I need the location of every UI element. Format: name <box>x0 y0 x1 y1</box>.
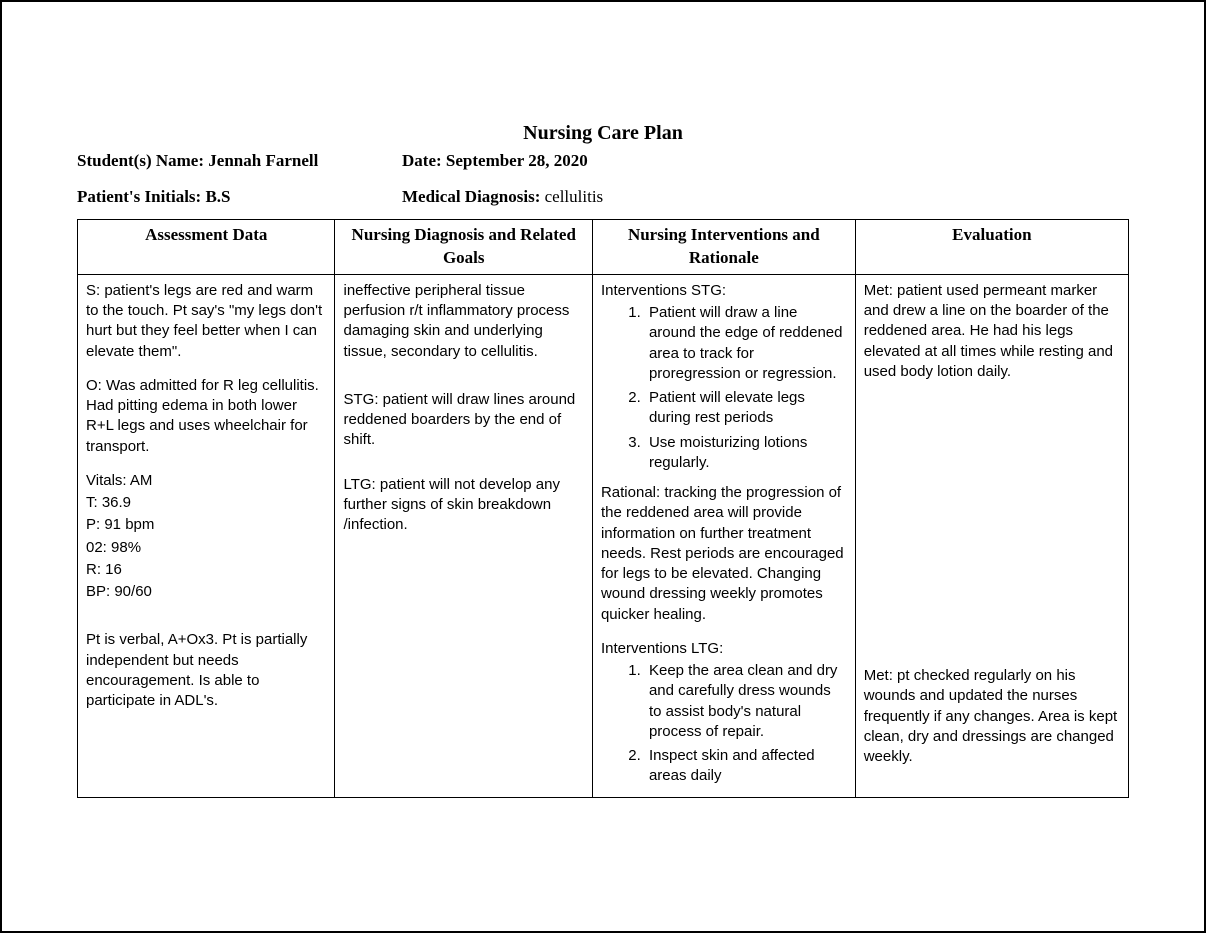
stg-item: Patient will elevate legs during rest pe… <box>645 388 847 429</box>
ltg-item: Keep the area clean and dry and carefull… <box>645 661 847 742</box>
col-header-interventions: Nursing Interventions and Rationale <box>592 220 855 275</box>
vitals-label: Vitals: AM <box>86 471 326 491</box>
col-header-evaluation: Evaluation <box>855 220 1128 275</box>
interventions-rationale: Rational: tracking the progression of th… <box>601 483 847 625</box>
diagnosis-label: Medical Diagnosis: <box>402 187 545 206</box>
assessment-status: Pt is verbal, A+Ox3. Pt is partially ind… <box>86 630 326 711</box>
interventions-stg-label: Interventions STG: <box>601 281 847 301</box>
vitals-bp: BP: 90/60 <box>86 582 326 602</box>
care-plan-table: Assessment Data Nursing Diagnosis and Re… <box>77 219 1129 798</box>
spacer <box>86 616 326 630</box>
stg-item: Use moisturizing lotions regularly. <box>645 433 847 474</box>
spacer <box>77 177 1129 187</box>
date-label: Date: <box>402 151 446 170</box>
diagnosis-ltg: LTG: patient will not develop any furthe… <box>343 475 583 536</box>
cell-assessment: S: patient's legs are red and warm to th… <box>78 274 335 797</box>
table-row: S: patient's legs are red and warm to th… <box>78 274 1129 797</box>
diagnosis-stg: STG: patient will draw lines around redd… <box>343 390 583 451</box>
spacer <box>864 396 1120 666</box>
vitals-p: P: 91 bpm <box>86 515 326 535</box>
diagnosis-field: Medical Diagnosis: cellulitis <box>402 187 1129 207</box>
col-header-diagnosis: Nursing Diagnosis and Related Goals <box>335 220 592 275</box>
initials-value: B.S <box>205 187 230 206</box>
evaluation-met-2: Met: pt checked regularly on his wounds … <box>864 666 1120 767</box>
table-header-row: Assessment Data Nursing Diagnosis and Re… <box>78 220 1129 275</box>
vitals-r: R: 16 <box>86 560 326 580</box>
interventions-stg-list: Patient will draw a line around the edge… <box>601 303 847 473</box>
meta-row-2: Patient's Initials: B.S Medical Diagnosi… <box>77 187 1129 207</box>
vitals-t: T: 36.9 <box>86 493 326 513</box>
student-name-value: Jennah Farnell <box>208 151 318 170</box>
initials-label: Patient's Initials: <box>77 187 205 206</box>
cell-evaluation: Met: patient used permeant marker and dr… <box>855 274 1128 797</box>
date-value: September 28, 2020 <box>446 151 588 170</box>
ltg-item: Inspect skin and affected areas daily <box>645 746 847 787</box>
diagnosis-main: ineffective peripheral tissue perfusion … <box>343 281 583 362</box>
col-header-assessment: Assessment Data <box>78 220 335 275</box>
date-field: Date: September 28, 2020 <box>402 151 1129 171</box>
interventions-ltg-label: Interventions LTG: <box>601 639 847 659</box>
cell-interventions: Interventions STG: Patient will draw a l… <box>592 274 855 797</box>
stg-item: Patient will draw a line around the edge… <box>645 303 847 384</box>
cell-diagnosis: ineffective peripheral tissue perfusion … <box>335 274 592 797</box>
evaluation-met-1: Met: patient used permeant marker and dr… <box>864 281 1120 382</box>
interventions-ltg-list: Keep the area clean and dry and carefull… <box>601 661 847 787</box>
student-name-label: Student(s) Name: <box>77 151 208 170</box>
vitals-o2: 02: 98% <box>86 538 326 558</box>
initials-field: Patient's Initials: B.S <box>77 187 402 207</box>
assessment-subjective: S: patient's legs are red and warm to th… <box>86 281 326 362</box>
diagnosis-value: cellulitis <box>545 187 604 206</box>
document-page: Nursing Care Plan Student(s) Name: Jenna… <box>0 0 1206 933</box>
assessment-objective: O: Was admitted for R leg cellulitis. Ha… <box>86 376 326 457</box>
meta-row-1: Student(s) Name: Jennah Farnell Date: Se… <box>77 151 1129 171</box>
page-title: Nursing Care Plan <box>77 122 1129 145</box>
student-name-field: Student(s) Name: Jennah Farnell <box>77 151 402 171</box>
